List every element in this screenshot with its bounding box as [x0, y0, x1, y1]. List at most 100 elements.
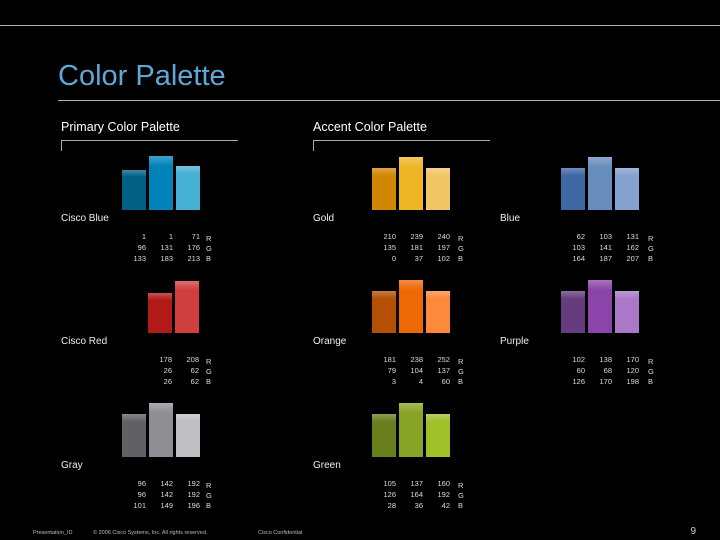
accent-heading: Accent Color Palette: [313, 120, 427, 134]
gold-values-1: 210 135 0: [370, 231, 396, 264]
value-g: 162: [626, 243, 639, 252]
footer-confidential: Cisco Confidential: [258, 530, 303, 536]
purple-swatch-1: [561, 291, 585, 333]
swatch-highlight: [588, 280, 612, 290]
value-b: 0: [391, 254, 396, 263]
value-g: 79: [387, 366, 396, 375]
value-r: 170: [626, 355, 639, 364]
gray-swatch-2: [149, 403, 173, 457]
value-g: 120: [626, 366, 639, 375]
purple-swatch-3: [615, 291, 639, 333]
value-g: 192: [187, 490, 200, 499]
value-b: 164: [572, 254, 585, 263]
gold-swatch-3: [426, 168, 450, 210]
swatch-highlight: [399, 403, 423, 413]
purple-values-1: 102 60 126: [559, 354, 585, 387]
swatch-highlight: [149, 403, 173, 413]
swatch-highlight: [148, 293, 172, 301]
footer-presentation-id: Presentation_ID: [33, 530, 73, 536]
gold-swatch-2: [399, 157, 423, 210]
blue-swatch-3: [615, 168, 639, 210]
value-b: 170: [599, 377, 612, 386]
label-cisco-blue: Cisco Blue: [61, 213, 109, 224]
value-r: 160: [437, 479, 450, 488]
rgb-key-r: R: [648, 357, 654, 366]
rgb-key-r: R: [206, 234, 212, 243]
value-b: 60: [441, 377, 450, 386]
footer-copyright: © 2006 Cisco Systems, Inc. All rights re…: [93, 530, 208, 536]
swatch-highlight: [399, 157, 423, 167]
rgb-key-g: G: [206, 244, 212, 253]
blue-values-3: 131 162 207: [613, 231, 639, 264]
value-r: 238: [410, 355, 423, 364]
green-swatch-3: [426, 414, 450, 457]
value-r: 131: [626, 232, 639, 241]
value-r: 142: [160, 479, 173, 488]
value-g: 26: [163, 366, 172, 375]
value-b: 187: [599, 254, 612, 263]
green-values-3: 160 192 42: [424, 478, 450, 511]
rgb-key-b: B: [648, 377, 654, 386]
page-number: 9: [690, 526, 696, 537]
value-b: 198: [626, 377, 639, 386]
swatch-highlight: [122, 414, 146, 422]
value-b: 36: [414, 501, 423, 510]
swatch-highlight: [426, 168, 450, 176]
rgb-key-b: B: [206, 377, 212, 386]
rgb-key-b: B: [458, 254, 464, 263]
rgb-key-b: B: [648, 254, 654, 263]
value-b: 126: [572, 377, 585, 386]
value-g: 104: [410, 366, 423, 375]
value-b: 62: [190, 377, 199, 386]
gray-values-1: 96 96 101: [120, 478, 146, 511]
value-r: 192: [187, 479, 200, 488]
value-b: 149: [160, 501, 173, 510]
value-b: 183: [160, 254, 173, 263]
value-b: 102: [437, 254, 450, 263]
swatch-highlight: [176, 166, 200, 174]
rgb-key-b: B: [206, 254, 212, 263]
primary-bracket: [61, 140, 238, 151]
accent-bracket: [313, 140, 490, 151]
cisco-blue-swatch-3: [176, 166, 200, 210]
label-orange: Orange: [313, 336, 347, 347]
label-blue: Blue: [500, 213, 521, 224]
value-b: 207: [626, 254, 639, 263]
green-swatch-1: [372, 414, 396, 457]
gray-swatch-1: [122, 414, 146, 457]
value-g: 164: [410, 490, 423, 499]
cisco-red-values-2: 208 62 62: [173, 354, 199, 387]
swatch-highlight: [426, 291, 450, 299]
value-r: 102: [572, 355, 585, 364]
value-b: 42: [441, 501, 450, 510]
swatch-highlight: [561, 291, 585, 299]
rgb-key-g: G: [206, 367, 212, 376]
value-b: 4: [418, 377, 423, 386]
blue-values-1: 62 103 164: [559, 231, 585, 264]
page-title: Color Palette: [58, 60, 226, 92]
gray-values-3: 192 192 196: [174, 478, 200, 511]
value-b: 213: [187, 254, 200, 263]
cisco-blue-values-3: 71 176 213: [174, 231, 200, 264]
label-green: Green: [313, 460, 341, 471]
gray-swatch-3: [176, 414, 200, 457]
rgb-key-g: G: [458, 367, 464, 376]
cisco-red-values-1: 178 26 26: [146, 354, 172, 387]
orange-swatch-1: [372, 291, 396, 333]
cisco-blue-swatch-2: [149, 156, 173, 210]
value-r: 138: [599, 355, 612, 364]
value-r: 62: [576, 232, 585, 241]
label-gray: Gray: [61, 460, 83, 471]
value-b: 196: [187, 501, 200, 510]
label-purple: Purple: [500, 336, 529, 347]
swatch-highlight: [175, 281, 199, 291]
swatch-highlight: [372, 291, 396, 299]
rgb-key-g: G: [458, 491, 464, 500]
value-r: 181: [383, 355, 396, 364]
value-g: 197: [437, 243, 450, 252]
green-swatch-2: [399, 403, 423, 457]
blue-swatch-1: [561, 168, 585, 210]
